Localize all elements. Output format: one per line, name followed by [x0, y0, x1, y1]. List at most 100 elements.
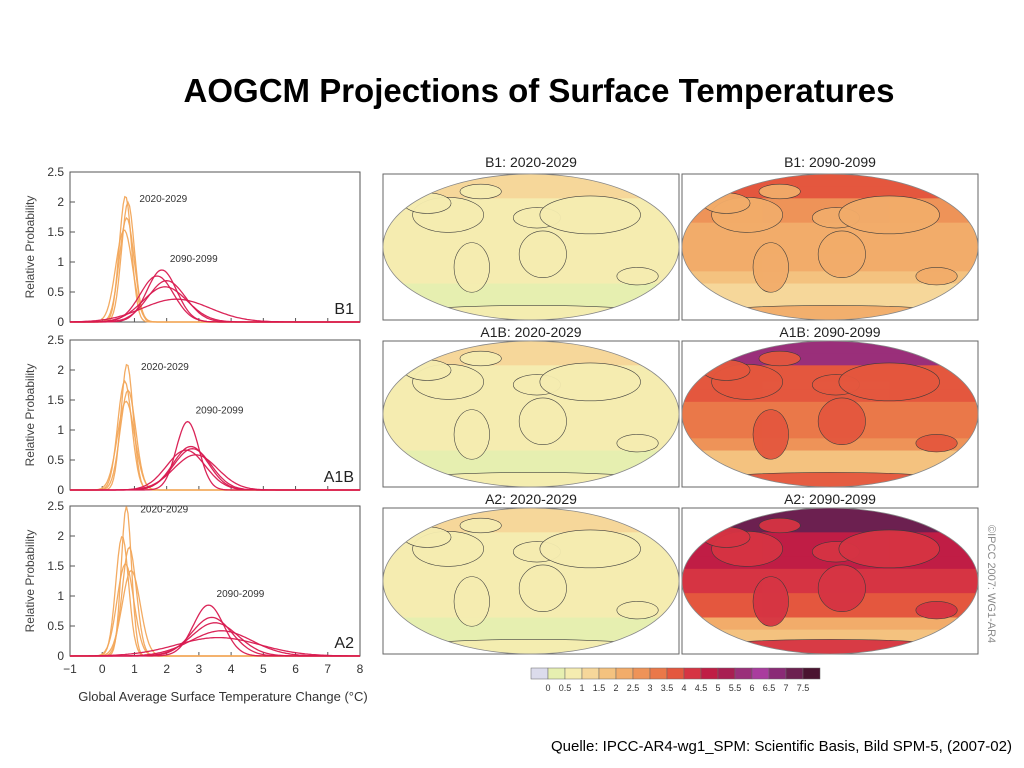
colorbar-swatch: [802, 667, 821, 680]
map-outline: [681, 173, 979, 321]
x-tick-label: 8: [357, 662, 364, 676]
temperature-map-6: A2: 2090-2099: [681, 491, 979, 655]
series-2090-2099: [70, 420, 360, 491]
colorbar-tick-label: 1.5: [593, 683, 606, 693]
pdf-curve-2090-2099: [70, 454, 360, 491]
x-axis-label: Global Average Surface Temperature Chang…: [78, 689, 367, 704]
colorbar-tick-label: 1: [579, 683, 584, 693]
x-tick-label: 4: [228, 662, 235, 676]
scenario-label: B1: [334, 301, 354, 318]
landmass: [459, 350, 502, 367]
x-tick-label: 7: [324, 662, 331, 676]
lat-band: [682, 520, 978, 534]
landmass: [616, 601, 659, 620]
lat-band: [682, 629, 978, 643]
map-title: A1B: 2090-2099: [779, 324, 880, 340]
plot-frame: [69, 505, 361, 657]
colorbar-tick-label: 7: [783, 683, 788, 693]
colorbar-tick-label: 4: [681, 683, 686, 693]
x-tick-label: 6: [292, 662, 299, 676]
landmass: [453, 242, 490, 293]
colorbar-swatch: [530, 667, 549, 680]
colorbar-swatch: [666, 667, 685, 680]
lat-band: [682, 450, 978, 464]
y-tick-label: 1: [57, 423, 64, 437]
pdf-curve-2090-2099: [70, 636, 360, 657]
prob-panel-a1b: 0 0.5 1 1.5 2 2.5 Relative Probability 2020-202…: [23, 333, 361, 497]
landmass: [539, 195, 641, 235]
lat-band: [383, 283, 679, 297]
landmass: [539, 529, 641, 569]
y-tick-label: 0: [57, 315, 64, 329]
landmass: [915, 434, 958, 453]
map-title: A2: 2090-2099: [784, 491, 876, 507]
y-tick-label: 2: [57, 363, 64, 377]
landmass: [752, 576, 789, 627]
landmass: [817, 564, 866, 612]
colorbar-tick-label: 7.5: [797, 683, 810, 693]
colorbar-swatch: [547, 667, 566, 680]
colorbar-tick-label: 6: [749, 683, 754, 693]
lat-band: [383, 617, 679, 631]
landmass: [838, 529, 940, 569]
copyright-notice: ©IPCC 2007: WG1-AR4: [985, 525, 997, 643]
x-tick-label: 3: [196, 662, 203, 676]
colorbar-swatch: [564, 667, 583, 680]
landmass: [817, 397, 866, 445]
colorbar-swatch: [632, 667, 651, 680]
annotation-late: 2090-2099: [217, 589, 265, 600]
landmass: [518, 564, 567, 612]
map-outline: [681, 507, 979, 655]
landmass: [616, 267, 659, 286]
series-2090-2099: [70, 604, 360, 657]
landmass: [539, 362, 641, 402]
lat-band: [383, 629, 679, 643]
colorbar-tick-label: 3: [647, 683, 652, 693]
y-tick-label: 0.5: [47, 619, 64, 633]
landmass: [915, 267, 958, 286]
x-tick-label: 1: [131, 662, 138, 676]
source-note: Quelle: IPCC-AR4-wg1_SPM: Scientific Bas…: [550, 738, 1012, 755]
x-tick-label: 0: [99, 662, 106, 676]
map-outline: [382, 340, 680, 488]
y-tick-label: 2: [57, 195, 64, 209]
landmass: [758, 183, 801, 200]
colorbar-tick-label: 4.5: [695, 683, 708, 693]
landmass: [838, 195, 940, 235]
annotation-early: 2020-2029: [139, 194, 187, 205]
lat-band: [682, 295, 978, 309]
series-2090-2099: [70, 269, 360, 323]
landmass: [459, 517, 502, 534]
pdf-curve-2090-2099: [70, 630, 360, 657]
landmass: [758, 350, 801, 367]
lat-band: [383, 520, 679, 534]
colorbar-tick-label: 0: [545, 683, 550, 693]
annotation-late: 2090-2099: [196, 406, 244, 417]
landmass: [817, 230, 866, 278]
x-tick-label: 5: [260, 662, 267, 676]
lat-band: [383, 450, 679, 464]
colorbar-swatch: [768, 667, 787, 680]
landmass: [616, 434, 659, 453]
landmass: [752, 409, 789, 460]
lat-band: [682, 617, 978, 631]
colorbar-swatch: [615, 667, 634, 680]
y-tick-label: 2.5: [47, 499, 64, 513]
landmass: [518, 230, 567, 278]
y-axis-label: Relative Probability: [23, 196, 37, 299]
y-tick-label: 1.5: [47, 225, 64, 239]
colorbar-swatch: [734, 667, 753, 680]
colorbar-tick-label: 5: [715, 683, 720, 693]
temperature-map-2: B1: 2090-2099: [681, 154, 979, 321]
y-tick-label: 2.5: [47, 333, 64, 347]
lat-band: [383, 295, 679, 309]
map-field: [682, 174, 978, 320]
y-tick-label: 1: [57, 589, 64, 603]
y-axis-label: Relative Probability: [23, 530, 37, 633]
landmass: [453, 576, 490, 627]
y-tick-label: 0.5: [47, 285, 64, 299]
temperature-map-4: A1B: 2090-2099: [681, 324, 979, 488]
colorbar-swatch: [683, 667, 702, 680]
